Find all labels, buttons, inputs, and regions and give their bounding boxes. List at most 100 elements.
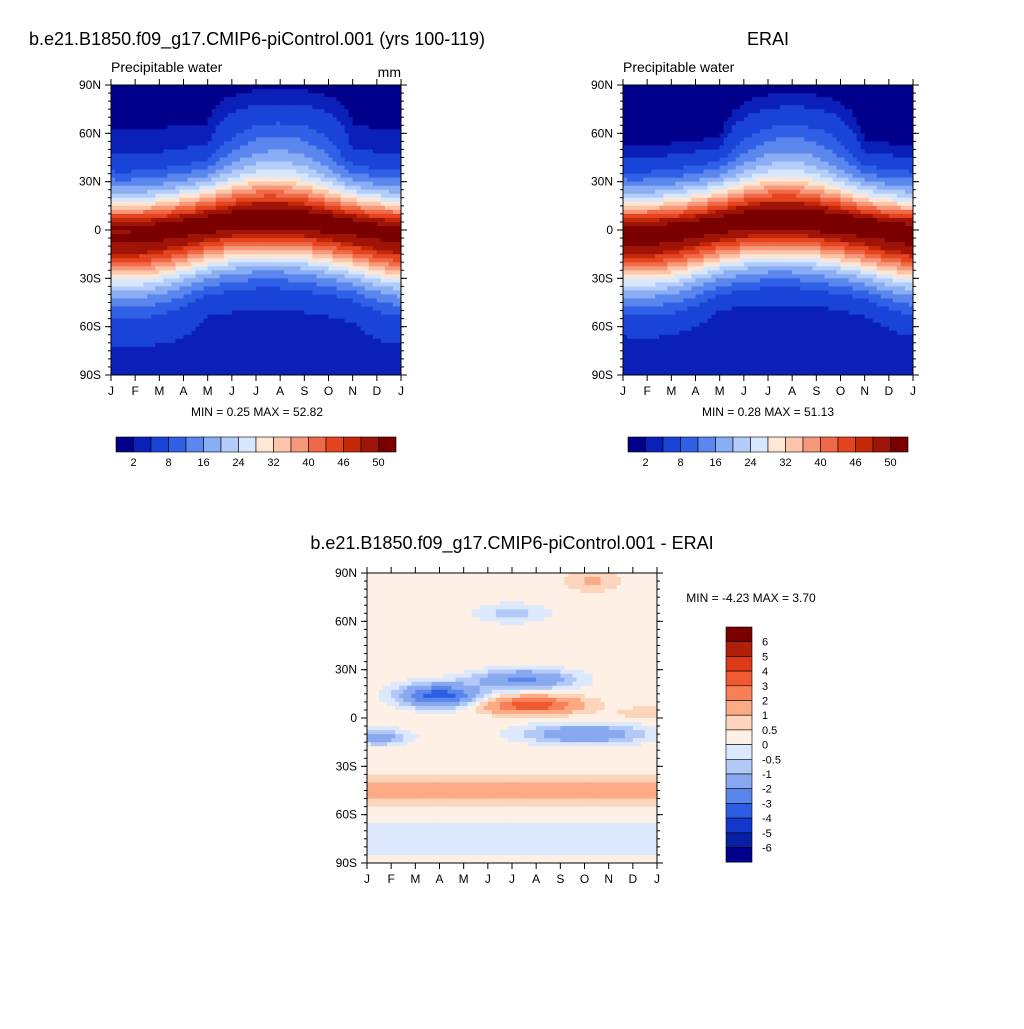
- colorbar-label: 6: [762, 637, 768, 649]
- colorbar-swatch: [256, 437, 274, 452]
- colorbar-label: 32: [779, 457, 791, 469]
- x-tick-label: J: [654, 872, 660, 886]
- x-tick-label: N: [348, 384, 357, 398]
- y-tick-label: 60S: [592, 320, 613, 334]
- y-tick-label: 30N: [591, 175, 613, 189]
- colorbar-label: -1: [762, 769, 772, 781]
- colorbar-swatch: [726, 803, 752, 818]
- colorbar-swatch: [891, 437, 909, 452]
- y-tick-label: 0: [94, 223, 101, 237]
- x-tick-label: J: [398, 384, 404, 398]
- colorbar-label: 32: [267, 457, 279, 469]
- colorbar-swatch: [681, 437, 699, 452]
- y-tick-label: 60S: [80, 320, 101, 334]
- x-tick-label: S: [300, 384, 308, 398]
- x-tick-label: S: [556, 872, 564, 886]
- colorbar-swatch: [733, 437, 751, 452]
- x-tick-label: J: [509, 872, 515, 886]
- colorbar-swatch: [873, 437, 891, 452]
- obs-variable-label: Precipitable water: [623, 59, 735, 75]
- colorbar-label: -3: [762, 798, 772, 810]
- model-unit-label: mm: [378, 64, 401, 80]
- x-tick-label: A: [179, 384, 187, 398]
- colorbar-swatch: [239, 437, 257, 452]
- colorbar-swatch: [768, 437, 786, 452]
- colorbar-label: 3: [762, 681, 768, 693]
- colorbar-swatch: [186, 437, 204, 452]
- colorbar-swatch: [821, 437, 839, 452]
- x-tick-label: J: [620, 384, 626, 398]
- model-variable-label: Precipitable water: [111, 59, 223, 75]
- colorbar-label: -4: [762, 813, 772, 825]
- x-tick-label: N: [860, 384, 869, 398]
- colorbar-swatch: [726, 627, 752, 642]
- colorbar-label: 50: [884, 457, 896, 469]
- colorbar-swatch: [726, 833, 752, 848]
- colorbar-label: 24: [232, 457, 244, 469]
- x-tick-label: A: [691, 384, 699, 398]
- diff-title: b.e21.B1850.f09_g17.CMIP6-piControl.001 …: [310, 533, 713, 554]
- colorbar-swatch: [274, 437, 292, 452]
- colorbar-swatch: [151, 437, 169, 452]
- colorbar-label: 8: [677, 457, 683, 469]
- x-tick-label: N: [604, 872, 613, 886]
- colorbar-label: 1: [762, 710, 768, 722]
- colorbar-swatch: [116, 437, 134, 452]
- y-tick-label: 30N: [79, 175, 101, 189]
- x-tick-label: M: [666, 384, 676, 398]
- obs-title: ERAI: [747, 29, 789, 49]
- colorbar-label: 4: [762, 666, 768, 678]
- colorbar-label: 0: [762, 740, 768, 752]
- colorbar-label: 2: [762, 696, 768, 708]
- y-tick-label: 30S: [336, 759, 357, 773]
- colorbar-swatch: [628, 437, 646, 452]
- colorbar-swatch: [726, 686, 752, 701]
- colorbar-swatch: [379, 437, 397, 452]
- colorbar-label: 46: [337, 457, 349, 469]
- colorbar-label: 40: [302, 457, 314, 469]
- colorbar-swatch: [838, 437, 856, 452]
- x-tick-label: O: [324, 384, 333, 398]
- colorbar-label: 50: [372, 457, 384, 469]
- colorbar-swatch: [726, 730, 752, 745]
- y-tick-label: 60N: [591, 126, 613, 140]
- colorbar-label: -6: [762, 843, 772, 855]
- colorbar-swatch: [204, 437, 222, 452]
- colorbar-swatch: [344, 437, 362, 452]
- y-tick-label: 60N: [79, 126, 101, 140]
- colorbar-swatch: [646, 437, 664, 452]
- y-tick-label: 0: [350, 711, 357, 725]
- colorbar-swatch: [726, 759, 752, 774]
- y-tick-label: 90N: [79, 78, 101, 92]
- x-tick-label: M: [154, 384, 164, 398]
- colorbar-label: 24: [744, 457, 756, 469]
- model-plot: [111, 85, 402, 376]
- colorbar-swatch: [803, 437, 821, 452]
- colorbar-label: 2: [130, 457, 136, 469]
- x-tick-label: J: [741, 384, 747, 398]
- colorbar-label: 16: [709, 457, 721, 469]
- y-tick-label: 90S: [336, 856, 357, 870]
- model-title: b.e21.B1850.f09_g17.CMIP6-piControl.001 …: [29, 29, 485, 50]
- colorbar-label: 40: [814, 457, 826, 469]
- colorbar-swatch: [726, 656, 752, 671]
- colorbar-swatch: [726, 789, 752, 804]
- colorbar-swatch: [663, 437, 681, 452]
- obs-stats: MIN = 0.28 MAX = 51.13: [702, 405, 834, 419]
- x-tick-label: D: [884, 384, 893, 398]
- y-tick-label: 90S: [80, 368, 101, 382]
- y-tick-label: 0: [606, 223, 613, 237]
- colorbar-swatch: [786, 437, 804, 452]
- colorbar-swatch: [726, 774, 752, 789]
- x-tick-label: A: [788, 384, 796, 398]
- colorbar-label: 8: [165, 457, 171, 469]
- obs-plot: [623, 85, 914, 376]
- colorbar-swatch: [169, 437, 187, 452]
- y-tick-label: 60N: [335, 614, 357, 628]
- x-tick-label: M: [203, 384, 213, 398]
- x-tick-label: J: [229, 384, 235, 398]
